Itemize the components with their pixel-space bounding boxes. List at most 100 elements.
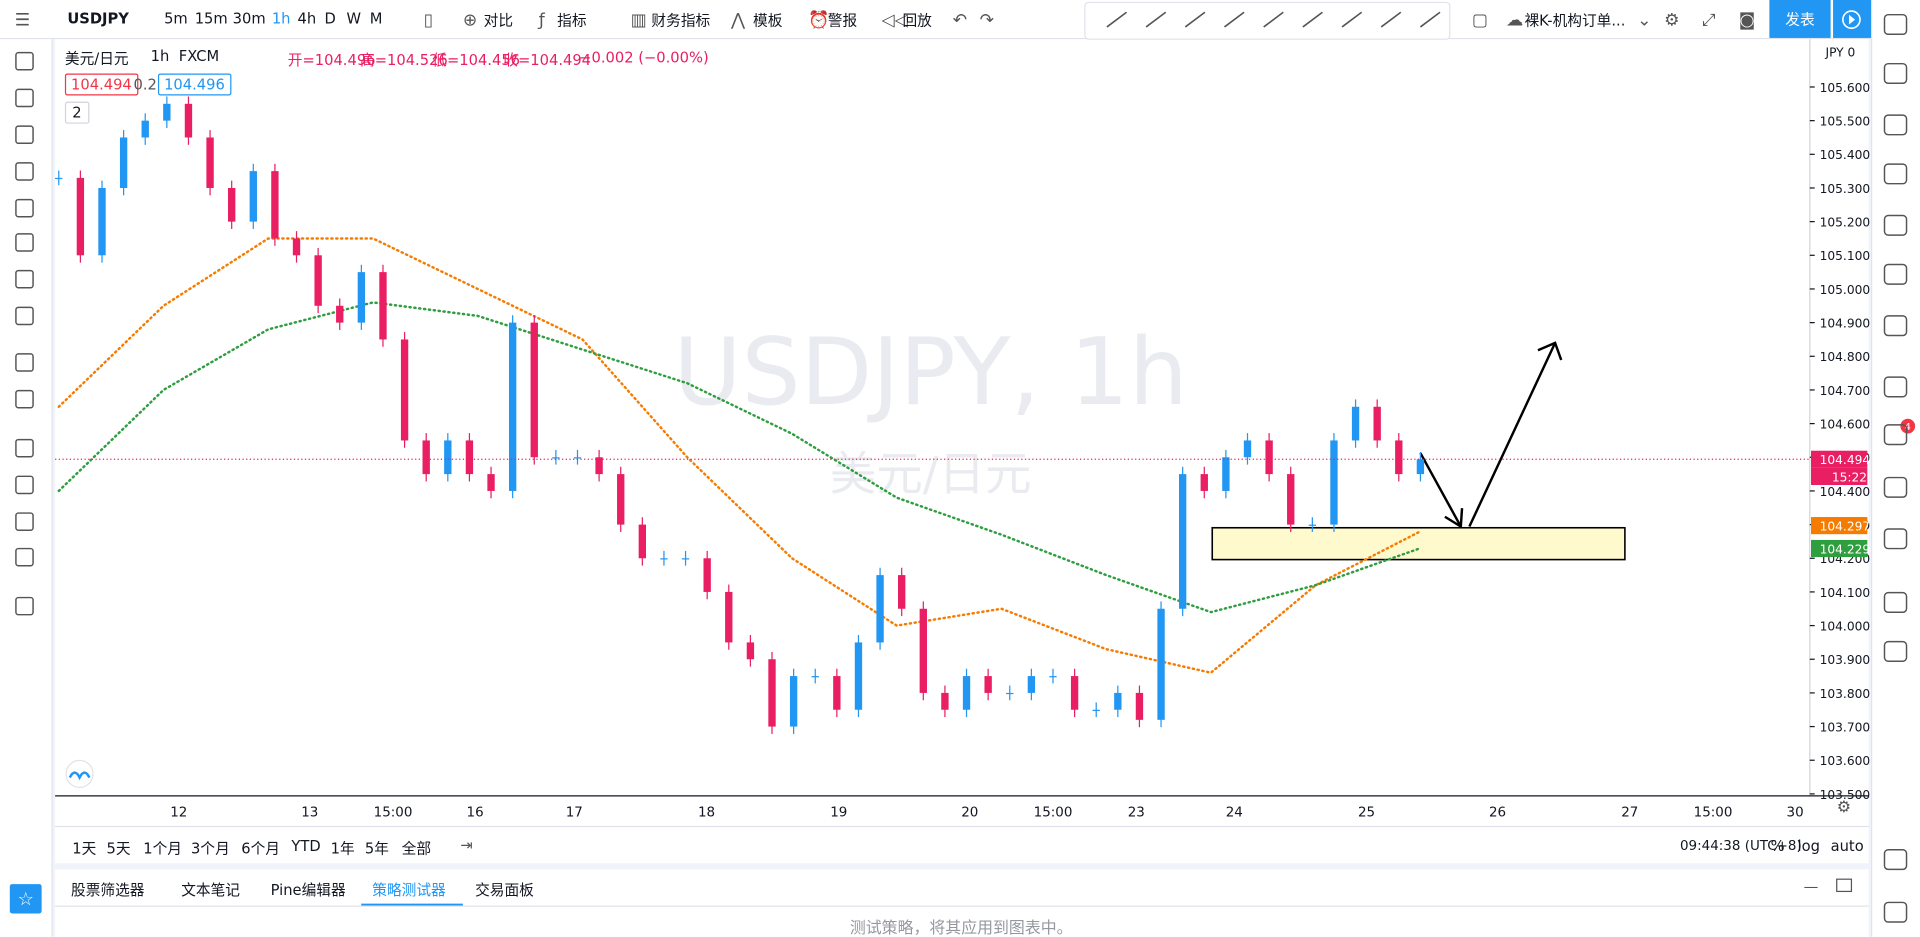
panel-tab[interactable]: 策略测试器 bbox=[372, 881, 446, 899]
drawing-tool-icon[interactable] bbox=[1263, 11, 1284, 28]
sidebar-icon[interactable] bbox=[1883, 315, 1908, 337]
tool-icon[interactable] bbox=[15, 233, 34, 252]
toolbar-button[interactable]: 回放 bbox=[902, 12, 932, 30]
range-button[interactable]: 1年 bbox=[330, 840, 355, 858]
interval[interactable]: W bbox=[346, 9, 362, 27]
minimize-icon[interactable]: — bbox=[1804, 878, 1819, 895]
toolbar-icon[interactable]: ▢ bbox=[1472, 11, 1488, 31]
drawing-tool-icon[interactable] bbox=[1341, 11, 1363, 28]
sidebar-icon[interactable] bbox=[1883, 163, 1908, 185]
tool-icon[interactable] bbox=[15, 162, 34, 181]
interval[interactable]: 15m bbox=[194, 9, 228, 27]
sidebar-icon[interactable] bbox=[1883, 901, 1908, 923]
sidebar-icon[interactable] bbox=[1883, 263, 1908, 285]
panel-tab[interactable]: 股票筛选器 bbox=[71, 881, 145, 899]
scale-option[interactable]: log bbox=[1797, 837, 1820, 855]
panel-tab[interactable]: Pine编辑器 bbox=[270, 881, 346, 899]
toolbar-icon[interactable]: ƒ bbox=[537, 11, 546, 31]
toolbar-icon[interactable]: ⤢ bbox=[1702, 11, 1716, 31]
tool-icon[interactable] bbox=[15, 125, 34, 145]
interval[interactable]: 5m bbox=[164, 9, 188, 27]
drawing-tool-icon[interactable] bbox=[1419, 11, 1441, 28]
sidebar-icon[interactable] bbox=[1883, 214, 1908, 236]
toolbar-icon[interactable]: ☁ bbox=[1506, 11, 1523, 31]
sidebar-icon[interactable] bbox=[1883, 114, 1908, 136]
toolbar-icon[interactable]: ⏰ bbox=[808, 9, 829, 31]
range-button[interactable]: 6个月 bbox=[241, 840, 280, 858]
range-button[interactable]: YTD bbox=[291, 837, 321, 855]
symbol[interactable]: USDJPY bbox=[67, 9, 129, 27]
range-button[interactable]: 3个月 bbox=[191, 840, 230, 858]
scale-option[interactable]: % bbox=[1770, 837, 1785, 855]
toolbar-icon[interactable]: ⊕ bbox=[463, 11, 477, 31]
maximize-icon[interactable] bbox=[1836, 878, 1853, 893]
goto-date-icon[interactable]: ⇥ bbox=[460, 837, 472, 854]
layout-name[interactable]: 裸K-机构订单... bbox=[1524, 12, 1626, 30]
drawing-tool-icon[interactable] bbox=[1145, 11, 1167, 28]
drawing-tool-icon[interactable] bbox=[1380, 11, 1402, 28]
settings-icon[interactable]: ⚙ bbox=[1837, 797, 1851, 816]
tool-icon[interactable] bbox=[15, 198, 34, 218]
watchlist-button[interactable] bbox=[9, 884, 42, 914]
toolbar-icon[interactable]: ⚙ bbox=[1664, 11, 1679, 31]
toolbar-icon[interactable]: ◙ bbox=[1739, 11, 1756, 31]
interval[interactable]: M bbox=[369, 9, 383, 27]
tool-icon[interactable] bbox=[15, 389, 34, 409]
publish-label[interactable]: 发表 bbox=[1785, 11, 1815, 28]
tool-icon[interactable] bbox=[15, 51, 34, 71]
range-button[interactable]: 5天 bbox=[106, 840, 131, 858]
sidebar-icon[interactable] bbox=[1883, 849, 1908, 871]
interval[interactable]: D bbox=[324, 9, 336, 27]
publish-button[interactable] bbox=[1769, 0, 1831, 38]
drawing-tool-icon[interactable] bbox=[1224, 11, 1245, 28]
range-button[interactable]: 1天 bbox=[72, 840, 97, 858]
toolbar-button[interactable]: 对比 bbox=[483, 12, 514, 30]
interval[interactable]: 30m bbox=[232, 9, 266, 27]
tool-icon[interactable] bbox=[15, 88, 34, 108]
drawing-tool-icon[interactable] bbox=[1302, 11, 1323, 28]
drawing-tool-icon[interactable] bbox=[1184, 11, 1206, 28]
sidebar-icon[interactable] bbox=[1883, 424, 1908, 446]
toolbar-icon[interactable]: ▯ bbox=[424, 11, 433, 31]
x-tick-label: 12 bbox=[170, 806, 187, 821]
tool-icon[interactable] bbox=[15, 306, 34, 326]
sidebar-icon[interactable] bbox=[1883, 528, 1908, 550]
tool-icon[interactable] bbox=[15, 269, 34, 289]
sidebar-icon[interactable] bbox=[1883, 376, 1908, 398]
range-button[interactable]: 1个月 bbox=[143, 840, 183, 858]
panel-tab[interactable]: 交易面板 bbox=[475, 881, 534, 899]
tool-icon[interactable] bbox=[15, 475, 34, 495]
ask[interactable]: 104.496 bbox=[157, 73, 231, 96]
range-button[interactable]: 5年 bbox=[364, 840, 389, 858]
indicator-toggle[interactable]: 2 bbox=[64, 101, 89, 124]
interval[interactable]: 4h bbox=[297, 9, 317, 27]
toolbar-icon[interactable]: ◁◁ bbox=[882, 11, 909, 31]
panel-tab[interactable]: 文本笔记 bbox=[181, 881, 241, 899]
toolbar-button[interactable]: 警报 bbox=[827, 12, 858, 30]
toolbar-icon[interactable]: ↷ bbox=[980, 11, 994, 31]
tool-icon[interactable] bbox=[15, 438, 34, 458]
sidebar-icon[interactable] bbox=[1883, 591, 1908, 613]
toolbar-button[interactable]: 模板 bbox=[753, 12, 783, 30]
sidebar-icon[interactable] bbox=[1883, 62, 1908, 85]
legend-interval: 1h bbox=[150, 47, 170, 65]
drawing-tool-icon[interactable] bbox=[1106, 11, 1128, 28]
sidebar-icon[interactable] bbox=[1883, 13, 1908, 36]
toolbar-button[interactable]: 指标 bbox=[557, 12, 587, 30]
toolbar-icon[interactable]: ☰ bbox=[15, 11, 30, 31]
toolbar-icon[interactable]: ▥ bbox=[631, 11, 647, 31]
tool-icon[interactable] bbox=[15, 596, 34, 616]
range-button[interactable]: 全部 bbox=[401, 840, 432, 858]
tool-icon[interactable] bbox=[15, 547, 34, 567]
toolbar-icon[interactable]: ⋀ bbox=[730, 11, 746, 31]
tool-icon[interactable] bbox=[15, 353, 34, 372]
scale-option[interactable]: auto bbox=[1830, 837, 1864, 855]
toolbar-button[interactable]: 财务指标 bbox=[651, 12, 711, 30]
sidebar-icon[interactable] bbox=[1883, 476, 1908, 498]
toolbar-icon[interactable]: ↶ bbox=[953, 11, 967, 31]
bid[interactable]: 104.494 bbox=[64, 73, 138, 96]
toolbar-icon[interactable]: ⌄ bbox=[1637, 11, 1651, 31]
sidebar-icon[interactable] bbox=[1883, 640, 1908, 662]
interval[interactable]: 1h bbox=[271, 9, 291, 27]
tool-icon[interactable] bbox=[15, 512, 34, 531]
